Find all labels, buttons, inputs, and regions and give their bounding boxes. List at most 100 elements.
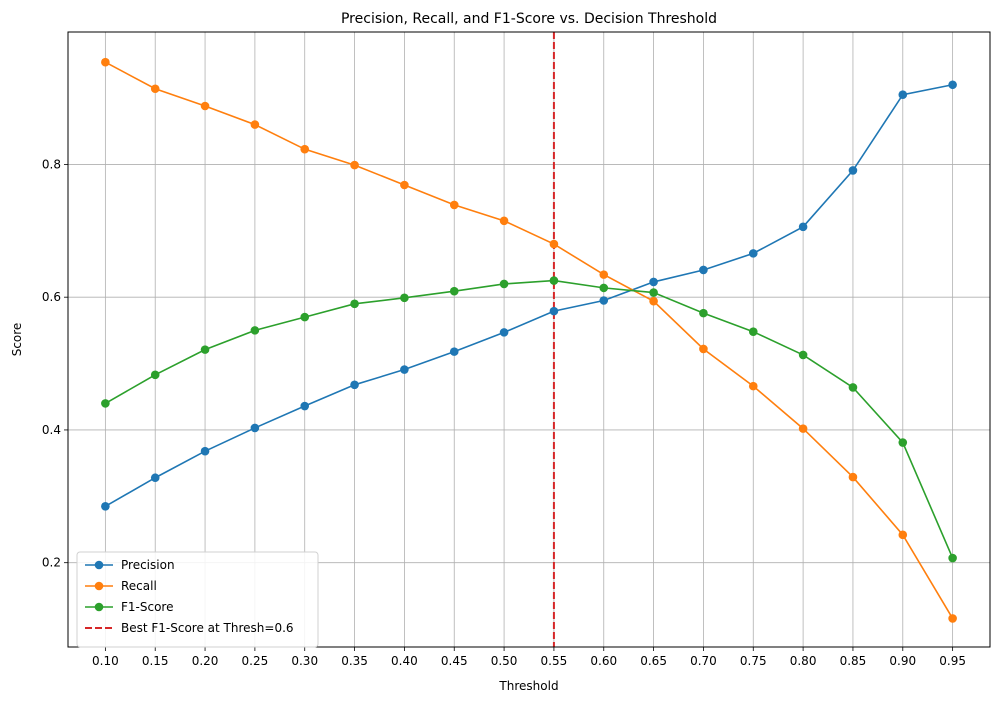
x-tick-label: 0.40	[391, 654, 418, 668]
recall-point	[898, 530, 908, 540]
recall-point	[649, 296, 658, 306]
legend-box	[76, 551, 319, 648]
plot-area	[67, 31, 991, 648]
y-tick-label: 0.4	[42, 423, 61, 437]
recall-point	[300, 144, 310, 154]
recall-point	[848, 472, 858, 482]
recall-point	[449, 200, 459, 210]
recall-point	[499, 216, 509, 226]
f1-score-point	[400, 293, 409, 303]
x-axis-label: Threshold	[498, 679, 558, 693]
legend-swatch-marker	[94, 602, 104, 612]
f1-score-series	[101, 276, 957, 563]
precision-point	[499, 328, 509, 337]
precision-point	[948, 80, 957, 90]
legend-label: Recall	[121, 579, 157, 593]
precision-series	[101, 80, 957, 511]
plot-background	[68, 32, 990, 647]
recall-line	[105, 61, 954, 619]
recall-point	[699, 344, 708, 354]
x-tick-label: 0.20	[192, 654, 219, 668]
f1-score-point	[599, 283, 609, 293]
x-tick-label: 0.30	[291, 654, 318, 668]
precision-point	[599, 296, 609, 305]
recall-point	[599, 270, 609, 279]
x-axis: 0.10 0.15 0.20 0.25 0.30 0.35 0.40 0.45 0.50 0.55…	[92, 647, 966, 668]
legend: Precision Recall F1-Score Best F1-Score at …	[76, 551, 319, 648]
precision-point	[549, 306, 559, 316]
f1-score-point	[300, 312, 310, 322]
y-axis: 0.2 0.4 0.6 0.8	[42, 157, 68, 570]
x-tick-label: 0.25	[242, 654, 269, 668]
x-tick-label: 0.15	[142, 654, 169, 668]
precision-point	[250, 423, 260, 433]
f1-score-point	[350, 299, 359, 309]
f1-score-point	[101, 399, 110, 408]
x-tick-label: 0.95	[939, 654, 966, 668]
recall-point	[400, 180, 409, 190]
recall-point	[948, 614, 957, 623]
precision-point	[101, 501, 110, 511]
recall-point	[748, 381, 758, 391]
recall-point	[549, 239, 559, 249]
chart-title: Precision, Recall, and F1-Score vs. Deci…	[341, 11, 717, 27]
y-tick-label: 0.6	[42, 290, 61, 304]
precision-point	[848, 166, 858, 175]
recall-point	[101, 57, 110, 67]
legend-item: Best F1-Score at Thresh=0.6	[85, 621, 294, 635]
recall-point	[150, 84, 160, 94]
precision-point	[748, 249, 758, 258]
x-tick-label: 0.65	[640, 654, 667, 668]
x-tick-label: 0.70	[690, 654, 717, 668]
x-tick-label: 0.80	[790, 654, 817, 668]
f1-score-point	[898, 438, 908, 447]
x-tick-label: 0.75	[740, 654, 767, 668]
f1-score-point	[250, 326, 260, 335]
f1-score-point	[798, 350, 808, 360]
x-tick-label: 0.55	[541, 654, 568, 668]
f1-score-point	[649, 288, 658, 297]
f1-score-point	[948, 553, 957, 563]
f1-score-line	[104, 279, 954, 559]
precision-point	[798, 222, 808, 232]
legend-label: Best F1-Score at Thresh=0.6	[121, 621, 294, 635]
y-tick-label: 0.8	[42, 157, 61, 171]
legend-item: Precision	[85, 558, 175, 572]
x-tick-label: 0.85	[840, 654, 867, 668]
x-tick-label: 0.90	[889, 654, 916, 668]
x-tick-label: 0.45	[441, 654, 468, 668]
legend-swatch-marker	[94, 560, 104, 570]
recall-series	[101, 57, 957, 623]
f1-score-point	[499, 279, 509, 289]
recall-point	[350, 160, 359, 170]
legend-label: Precision	[121, 558, 175, 572]
precision-point	[150, 473, 160, 483]
x-tick-label: 0.60	[590, 654, 617, 668]
f1-score-point	[848, 383, 858, 392]
f1-score-point	[699, 308, 708, 318]
f1-score-point	[449, 286, 459, 296]
precision-point	[449, 347, 459, 356]
precision-point	[649, 277, 658, 287]
precision-point	[300, 401, 310, 411]
series-layer	[101, 57, 957, 623]
f1-score-point	[549, 276, 559, 285]
f1-score-point	[150, 370, 160, 380]
plot-frame	[67, 31, 991, 648]
recall-point	[200, 101, 210, 111]
precision-point	[350, 380, 359, 390]
precision-point	[699, 265, 708, 275]
precision-point	[400, 365, 409, 374]
recall-point	[798, 424, 808, 433]
precision-point	[200, 446, 210, 456]
x-tick-label: 0.50	[491, 654, 518, 668]
legend-swatch-marker	[94, 581, 104, 591]
recall-point	[250, 120, 260, 129]
f1-score-point	[200, 345, 210, 354]
x-tick-label: 0.10	[92, 654, 119, 668]
legend-item: F1-Score	[85, 600, 173, 614]
f1-score-point	[748, 327, 758, 337]
precision-line	[104, 83, 953, 507]
grid	[68, 32, 990, 647]
